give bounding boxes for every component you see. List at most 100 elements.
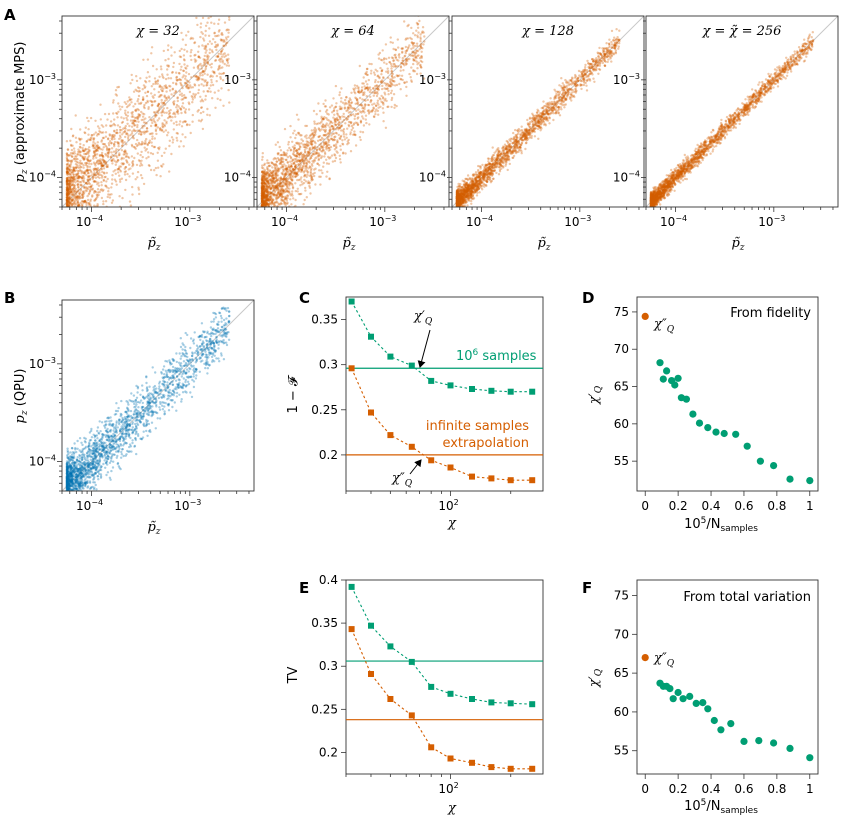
data-point [277,202,280,205]
data-point [116,124,120,127]
data-point [493,169,496,172]
data-point [161,110,164,113]
data-point [349,110,352,114]
data-point [80,170,84,173]
data-point [146,130,149,133]
data-point [151,132,154,135]
data-point [92,150,96,153]
data-point [385,84,388,87]
data-point [506,150,509,153]
data-point [485,170,488,173]
data-point [305,169,308,172]
data-point [118,128,122,132]
data-point [90,162,93,166]
data-point [528,117,532,121]
data-point [276,152,279,155]
data-point [75,155,78,158]
data-point [391,57,395,60]
data-point [308,147,311,151]
data-point [69,152,73,155]
data-point [227,31,230,34]
data-point [498,162,501,166]
data-point [262,203,266,206]
data-point [261,199,265,202]
data-point [280,161,283,164]
data-point [282,178,285,181]
data-point [78,137,82,141]
data-point [114,180,118,183]
data-point [102,146,105,149]
data-point [77,153,80,156]
data-point [300,168,304,172]
data-point [537,137,540,140]
data-point [474,171,478,174]
data-point [456,201,459,204]
data-point [462,194,466,197]
data-point [88,160,91,163]
data-point [86,201,89,204]
data-point [78,195,81,198]
data-point [171,141,174,144]
data-point [323,155,326,158]
data-point [390,72,393,75]
data-point [66,197,69,201]
data-point [275,184,278,188]
data-point [191,101,194,104]
data-point [564,91,567,94]
data-point [552,106,555,110]
data-point [86,198,90,202]
data-point [214,59,218,62]
data-point [260,182,264,185]
data-point [271,174,274,177]
data-point [204,29,207,33]
data-point [384,97,387,101]
data-point [197,78,201,81]
data-point [459,192,462,196]
data-point [158,117,161,120]
data-point [492,161,495,164]
data-point [469,195,473,198]
data-point [264,204,267,207]
data-point [456,202,459,206]
data-point [558,90,561,94]
data-point [297,163,300,166]
data-point [294,182,297,185]
data-point [336,139,339,142]
data-point [507,148,511,151]
data-point [276,182,280,185]
data-point [321,119,324,122]
data-point [262,207,264,209]
data-point [322,117,325,121]
data-point [338,137,341,140]
data-point [261,205,264,207]
data-point [266,202,269,205]
data-point [283,201,287,204]
data-point [67,179,70,183]
data-point [260,178,264,181]
data-point [274,173,277,177]
data-point [371,103,374,106]
data-point [469,193,473,196]
data-point [463,190,466,194]
data-point [290,171,293,175]
data-point [265,178,268,181]
data-point [557,106,560,109]
data-point [346,106,350,109]
data-point [322,102,325,106]
data-point [346,117,349,121]
data-point [92,168,95,171]
data-point [184,43,187,47]
data-point [260,195,264,198]
data-point [68,198,71,202]
data-point [96,148,99,151]
data-point [266,195,269,198]
data-point [343,103,346,106]
data-point [77,175,81,178]
data-point [265,194,269,198]
data-point [283,202,286,205]
data-point [456,202,460,205]
data-point [460,197,464,201]
data-point [102,200,105,203]
data-point [265,199,269,202]
data-point [260,174,264,177]
